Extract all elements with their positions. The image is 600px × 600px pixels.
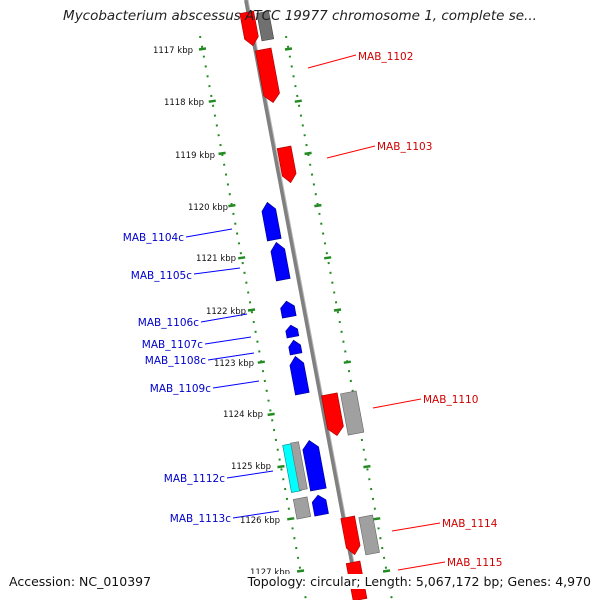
gene-mab_1103 xyxy=(276,145,297,184)
map-title: Mycobacterium abscessus ATCC 19977 chrom… xyxy=(63,8,537,24)
gene-mab_1112c xyxy=(302,440,327,492)
kbp-tick-mark-right xyxy=(373,517,381,521)
gene-mab_1111 xyxy=(340,390,365,436)
leader-mab_1115 xyxy=(397,561,446,571)
leader-mab_1110 xyxy=(372,398,422,409)
kbp-tick-mark xyxy=(208,99,216,103)
label-mab_1112c[interactable]: MAB_1112c xyxy=(164,473,225,485)
label-mab_1106c[interactable]: MAB_1106c xyxy=(138,317,199,329)
kbp-tick-mark-right xyxy=(314,203,322,208)
kbp-tick-mark xyxy=(228,203,236,208)
reverse-gene-labels: MAB_1104c MAB_1105c MAB_1106c MAB_1107c … xyxy=(123,232,231,525)
leader-mab_1108c xyxy=(207,352,255,361)
leader-mab_1105c xyxy=(193,267,241,275)
tick-label-1127: 1127 kbp xyxy=(250,568,290,578)
gene-mab_1110 xyxy=(321,392,344,437)
kbp-tick-mark xyxy=(267,412,275,417)
kbp-tick-mark xyxy=(287,517,295,521)
leader-mab_1103 xyxy=(326,145,376,159)
leader-mab_1113c xyxy=(232,510,280,519)
gene-mab_1106c xyxy=(280,300,297,319)
label-mab_1102[interactable]: MAB_1102 xyxy=(358,51,413,63)
tick-label-1124: 1124 kbp xyxy=(223,410,263,420)
gene-mab_1114-partner xyxy=(358,514,380,556)
tick-marks xyxy=(198,47,391,573)
tick-label-1126: 1126 kbp xyxy=(240,516,280,526)
leader-mab_1104c xyxy=(185,228,233,238)
label-mab_1105c[interactable]: MAB_1105c xyxy=(131,270,192,282)
gene-mab_1101 xyxy=(239,10,259,47)
gene-cyan-feature xyxy=(282,443,302,493)
leader-mab_1102 xyxy=(307,54,357,69)
chromosome-backbone-highlight xyxy=(247,0,362,600)
kbp-tick-mark-right xyxy=(324,256,332,260)
leader-mab_1112c xyxy=(226,470,274,479)
gene-mab_1107c xyxy=(285,324,300,339)
gene-mab_1112c-gray xyxy=(290,441,308,491)
kbp-tick-mark-right xyxy=(363,464,371,469)
tick-label-1120: 1120 kbp xyxy=(188,203,228,213)
label-mab_1107c[interactable]: MAB_1107c xyxy=(142,339,203,351)
kbp-tick-mark-right xyxy=(304,151,312,156)
kbp-tick-mark xyxy=(198,47,207,51)
topology-label: Topology: circular; Length: 5,067,172 bp… xyxy=(243,574,591,589)
label-mab_1103[interactable]: MAB_1103 xyxy=(377,141,432,153)
kbp-tick-mark xyxy=(247,308,256,312)
kbp-tick-mark xyxy=(238,256,246,260)
label-mab_1113c[interactable]: MAB_1113c xyxy=(170,513,231,525)
kbp-tick-mark-right xyxy=(284,47,293,51)
leader-mab_1109c xyxy=(212,380,260,389)
kbp-tick-labels: 1117 kbp 1118 kbp 1119 kbp 1120 kbp 1121… xyxy=(153,46,290,578)
leader-mab_1106c xyxy=(200,313,248,323)
kbp-tick-mark xyxy=(296,569,305,573)
tick-label-1122: 1122 kbp xyxy=(206,307,246,317)
label-mab_1115[interactable]: MAB_1115 xyxy=(447,557,502,569)
gene-mab_1113c-gray xyxy=(292,496,312,520)
label-mab_1109c[interactable]: MAB_1109c xyxy=(150,383,211,395)
chromosome-backbone xyxy=(244,0,361,600)
gene-mab_1113c xyxy=(311,494,329,517)
kbp-tick-mark xyxy=(277,464,285,469)
tick-label-1121: 1121 kbp xyxy=(196,254,236,264)
leader-mab_1114 xyxy=(391,522,441,532)
tick-label-1123: 1123 kbp xyxy=(214,359,254,369)
gene-mab_1104c xyxy=(261,201,282,242)
gene-features xyxy=(239,10,380,600)
gene-mab_1102 xyxy=(255,47,280,103)
gene-mab_1105c xyxy=(270,241,291,282)
gene-mab_1108c xyxy=(288,339,303,356)
tick-label-1125: 1125 kbp xyxy=(231,462,271,472)
gene-mab_1114 xyxy=(340,515,361,556)
kbp-tick-mark xyxy=(218,151,226,156)
kbp-tick-mark-right xyxy=(382,569,391,573)
kbp-tick-mark xyxy=(257,360,265,364)
kbp-tick-mark-right xyxy=(294,99,302,103)
label-mab_1104c[interactable]: MAB_1104c xyxy=(123,232,184,244)
label-leader-lines xyxy=(185,54,446,571)
tick-label-1117: 1117 kbp xyxy=(153,46,193,56)
forward-gene-labels: MAB_1102 MAB_1103 MAB_1110 MAB_1114 MAB_… xyxy=(358,51,502,569)
label-mab_1110[interactable]: MAB_1110 xyxy=(423,394,478,406)
gene-mab_1109c xyxy=(289,355,310,396)
kbp-tick-mark-right xyxy=(343,360,351,364)
leader-mab_1107c xyxy=(204,336,252,345)
accession-label: Accession: NC_010397 xyxy=(9,574,152,589)
tick-label-1118: 1118 kbp xyxy=(164,98,204,108)
gene-mab_1101-partner xyxy=(256,10,275,42)
tick-label-1119: 1119 kbp xyxy=(175,151,215,161)
label-mab_1114[interactable]: MAB_1114 xyxy=(442,518,498,530)
kbp-tick-mark-right xyxy=(333,308,342,312)
label-mab_1108c[interactable]: MAB_1108c xyxy=(145,355,206,367)
